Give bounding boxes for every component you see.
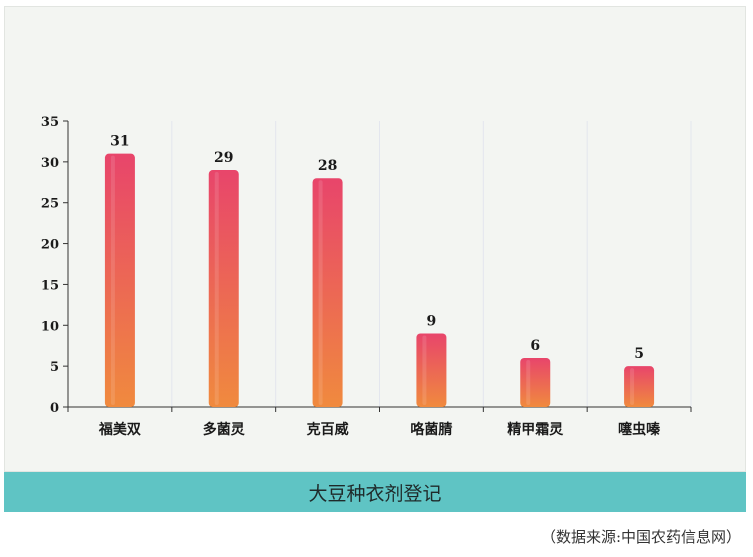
y-tick-label: 20 [41,238,59,253]
data-label: 28 [318,158,337,174]
bar [624,366,655,407]
category-label: 噻虫嗪 [618,421,661,438]
data-label: 5 [634,346,644,362]
bar [208,170,239,407]
y-tick-label: 35 [41,115,59,130]
bar-highlight [110,155,115,405]
bar-highlight [318,180,323,405]
bar-chart: 0 5 10 15 20 25 30 35 31 福美双 29 多菌灵 28 克百威 9 咯菌腈 6 精甲霜灵 5 噻… [41,115,692,438]
bar-highlight [526,359,531,405]
bar-highlight [214,172,219,405]
category-label: 咯菌腈 [410,421,452,438]
bar [312,178,343,407]
bar [416,333,447,407]
y-tick-label: 15 [41,278,59,293]
bar [104,153,135,407]
title-banner: 大豆种衣剂登记 [4,472,746,512]
y-tick-label: 5 [50,360,59,375]
bar-highlight [630,368,635,405]
y-tick-label: 10 [41,319,59,334]
bar-highlight [422,335,427,405]
category-label: 多菌灵 [203,421,246,438]
bar [520,357,551,407]
category-label: 克百威 [307,421,349,438]
data-source-note: （数据来源:中国农药信息网） [540,528,741,546]
chart-title: 大豆种衣剂登记 [308,482,442,505]
category-label: 精甲霜灵 [507,421,564,438]
data-label: 9 [427,313,437,329]
y-tick-label: 25 [41,197,59,212]
y-tick-label: 30 [41,156,59,171]
category-label: 福美双 [98,421,141,438]
y-tick-label: 0 [50,401,59,416]
data-label: 31 [110,134,129,150]
data-label: 6 [530,338,540,354]
data-label: 29 [214,150,233,166]
